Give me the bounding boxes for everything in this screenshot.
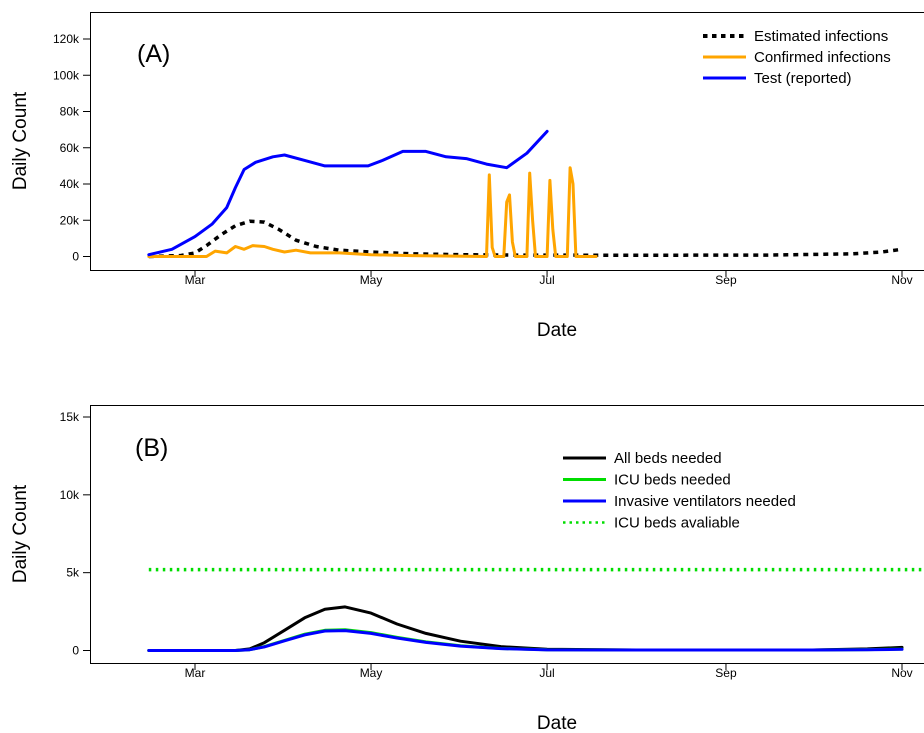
y-tick-label: 0 (72, 250, 79, 264)
panel-label: (A) (137, 40, 170, 68)
y-tick-label: 80k (60, 105, 80, 119)
plot-frame (90, 405, 924, 664)
series-lines (147, 129, 903, 259)
y-tick-label: 10k (60, 488, 80, 502)
series-line (147, 166, 598, 258)
x-tick-label: Jul (539, 666, 554, 680)
legend-entry: Invasive ventilators needed (614, 493, 796, 510)
legend-entry: ICU beds needed (614, 472, 731, 489)
series-lines (147, 567, 924, 652)
chart-panel-a: 0 20k 40k 60k 80k 100k 120k Mar May Jul Sep Nov Date… (10, 12, 924, 341)
y-tick-label: 100k (53, 68, 80, 82)
x-tick-label: Mar (185, 666, 206, 680)
legend: Estimated infections Confirmed infections… (703, 28, 891, 87)
y-tick-label: 60k (60, 141, 80, 155)
y-axis-title: Daily Count (10, 91, 31, 190)
series-line (147, 629, 904, 652)
y-tick-label: 0 (72, 644, 79, 658)
y-tick-label: 120k (53, 32, 80, 46)
x-tick-label: Mar (185, 273, 206, 287)
y-axis-title: Daily Count (10, 484, 31, 583)
legend-entry: Test (reported) (754, 70, 852, 87)
x-axis-title: Date (537, 320, 577, 341)
legend-entry: All beds needed (614, 450, 722, 467)
x-tick-label: May (360, 273, 383, 287)
x-tick-label: Jul (539, 273, 554, 287)
x-tick-label: May (360, 666, 383, 680)
series-line (147, 605, 904, 652)
x-tick-label: Sep (715, 273, 737, 287)
x-axis-title: Date (537, 713, 577, 733)
y-tick-label: 5k (66, 566, 80, 580)
series-line (147, 129, 549, 257)
y-tick-label: 15k (60, 410, 80, 424)
y-tick-label: 20k (60, 213, 80, 227)
x-tick-label: Nov (891, 273, 912, 287)
legend-entry: ICU beds avaliable (614, 515, 740, 532)
plot-frame (90, 12, 924, 271)
y-tick-label: 40k (60, 177, 80, 191)
legend-entry: Estimated infections (754, 28, 888, 45)
series-line (148, 219, 903, 259)
legend-entry: Confirmed infections (754, 49, 891, 66)
chart-panel-b: 0 5k 10k 15k Mar May Jul Sep Nov Date Daily Count (… (10, 405, 924, 733)
panel-label: (B) (135, 434, 168, 462)
x-tick-label: Nov (891, 666, 912, 680)
x-tick-label: Sep (715, 666, 737, 680)
legend: All beds needed ICU beds needed Invasive v… (563, 450, 796, 532)
